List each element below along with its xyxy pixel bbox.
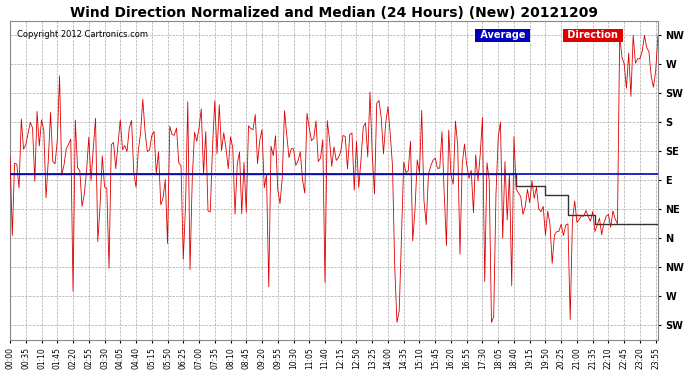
Text: Copyright 2012 Cartronics.com: Copyright 2012 Cartronics.com bbox=[17, 30, 148, 39]
Text: Average: Average bbox=[477, 30, 529, 40]
Text: Direction: Direction bbox=[564, 30, 621, 40]
Title: Wind Direction Normalized and Median (24 Hours) (New) 20121209: Wind Direction Normalized and Median (24… bbox=[70, 6, 598, 20]
